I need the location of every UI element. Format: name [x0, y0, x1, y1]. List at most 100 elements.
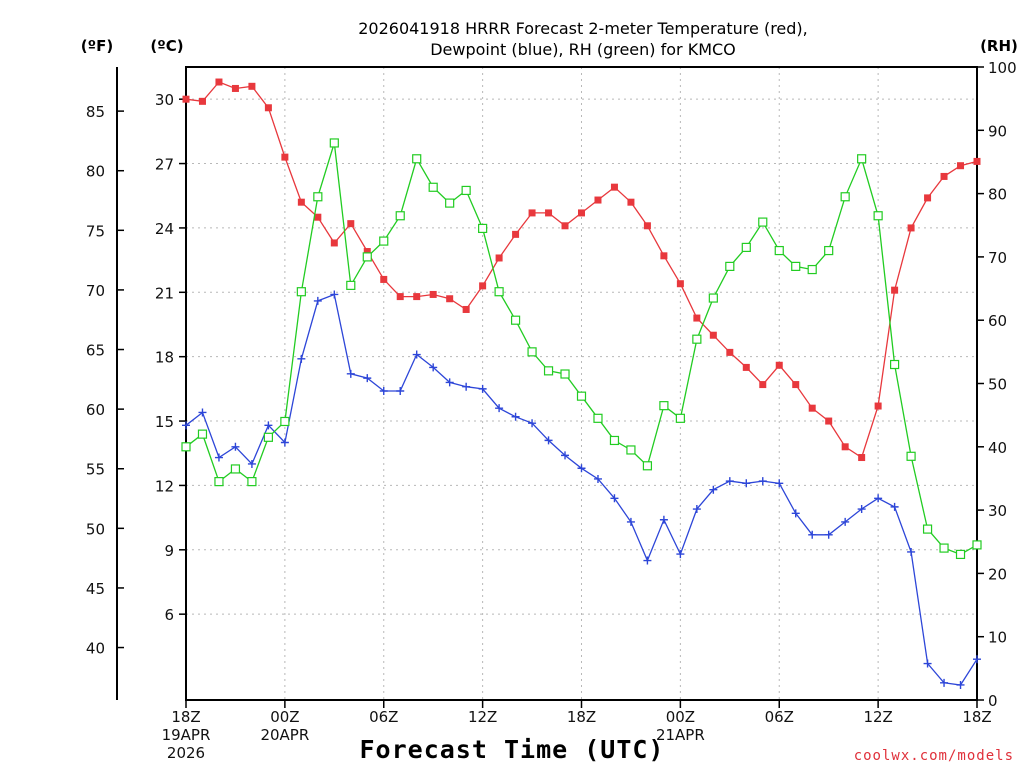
temperature-point — [314, 213, 322, 221]
rh-point — [263, 432, 273, 442]
temperature-point — [182, 95, 190, 103]
dewpoint-point — [692, 505, 701, 514]
rh-tick-label: 80 — [988, 186, 1007, 204]
dewpoint-point — [725, 477, 734, 486]
rh-point — [181, 442, 191, 452]
temperature-point — [330, 239, 338, 247]
temperature-point — [215, 78, 223, 86]
c-tick-label: 30 — [155, 91, 174, 109]
f-tick-label: 70 — [86, 282, 105, 300]
dewpoint-point — [742, 479, 751, 488]
dewpoint-point — [297, 354, 306, 363]
dewpoint-point — [511, 412, 520, 421]
rh-tick-label: 60 — [988, 312, 1007, 330]
rh-point — [840, 192, 850, 202]
f-tick-label: 75 — [86, 222, 105, 240]
temperature-point — [594, 196, 602, 204]
rh-point — [791, 261, 801, 271]
rh-point — [214, 477, 224, 487]
dewpoint-point — [973, 655, 981, 664]
credit-text: coolwx.com/models — [854, 748, 1014, 764]
temperature-point — [841, 443, 849, 451]
rh-tick-label: 50 — [988, 376, 1007, 394]
dewpoint-point — [956, 680, 965, 689]
temperature-point — [742, 363, 750, 371]
rh-point — [445, 198, 455, 208]
rh-tick-label: 40 — [988, 439, 1007, 457]
rh-point — [527, 347, 537, 357]
dewpoint-point — [280, 438, 289, 447]
temperature-point — [808, 404, 816, 412]
temperature-point — [561, 222, 569, 230]
x-tick-label: 00Z — [666, 708, 695, 726]
rh-point — [230, 464, 241, 474]
f-tick-label: 65 — [86, 342, 105, 360]
temperature-point — [495, 254, 503, 262]
rh-point — [395, 211, 405, 221]
x-tick-label: 06Z — [765, 708, 794, 726]
series-rh — [181, 138, 982, 560]
temperature-point — [429, 290, 437, 298]
rh-point — [642, 461, 653, 471]
dewpoint-point — [462, 382, 471, 391]
dewpoint-point — [478, 384, 487, 393]
dewpoint-point — [330, 290, 339, 299]
temperature-point — [281, 153, 289, 161]
dewpoint-point — [561, 451, 570, 460]
rh-point — [461, 185, 471, 196]
f-tick-label: 50 — [86, 520, 105, 538]
dewpoint-point — [313, 296, 322, 305]
dewpoint-point — [940, 678, 949, 687]
rh-point — [576, 391, 587, 401]
rh-point — [313, 192, 323, 202]
rh-point — [478, 223, 488, 234]
dewpoint-point — [857, 505, 866, 514]
dewpoint-point — [907, 547, 916, 556]
x-tick-label: 18Z — [567, 708, 596, 726]
temperature-point — [545, 209, 553, 217]
dewpoint-point — [182, 421, 190, 430]
rh-tick-label: 90 — [988, 122, 1007, 140]
rh-tick-label: 20 — [988, 565, 1007, 583]
dewpoint-point — [544, 436, 553, 445]
dewpoint-point — [593, 474, 602, 483]
dewpoint-point — [264, 421, 273, 430]
temperature-point — [957, 162, 965, 170]
temperature-point — [676, 280, 684, 288]
dewpoint-point — [214, 453, 223, 462]
data-series — [181, 78, 982, 689]
c-tick-label: 12 — [155, 477, 174, 495]
rh-point — [807, 264, 817, 275]
rh-tick-label: 0 — [988, 692, 998, 710]
temperature-point — [396, 293, 404, 301]
temperature-point — [248, 82, 256, 90]
f-tick-label: 60 — [86, 401, 105, 419]
series-dewpoint — [182, 290, 981, 689]
x-tick-label: 2026 — [167, 744, 205, 762]
c-tick-label: 15 — [155, 413, 174, 431]
temperature-point — [462, 305, 470, 313]
rh-point — [428, 182, 438, 192]
x-tick-label: 06Z — [369, 708, 398, 726]
temperature-point — [297, 198, 305, 206]
dewpoint-point — [874, 494, 883, 503]
temperature-point — [643, 222, 651, 230]
rh-point — [824, 245, 834, 256]
dewpoint-point — [709, 485, 718, 494]
temperature-point — [775, 361, 783, 369]
rh-tick-label: 10 — [988, 629, 1007, 647]
rh-point — [675, 413, 685, 423]
rh-point — [346, 280, 356, 290]
rh-point — [708, 293, 718, 303]
x-tick-label: 12Z — [863, 708, 892, 726]
temperature-point — [380, 275, 388, 283]
chart-title-line1: 2026041918 HRRR Forecast 2-meter Tempera… — [358, 19, 808, 38]
c-tick-label: 27 — [155, 156, 174, 174]
dewpoint-point — [577, 464, 586, 473]
x-tick-label: 18Z — [171, 708, 200, 726]
rh-point — [494, 287, 504, 297]
dewpoint-point — [231, 442, 240, 451]
rh-point — [362, 252, 372, 262]
rh-point — [626, 445, 636, 455]
